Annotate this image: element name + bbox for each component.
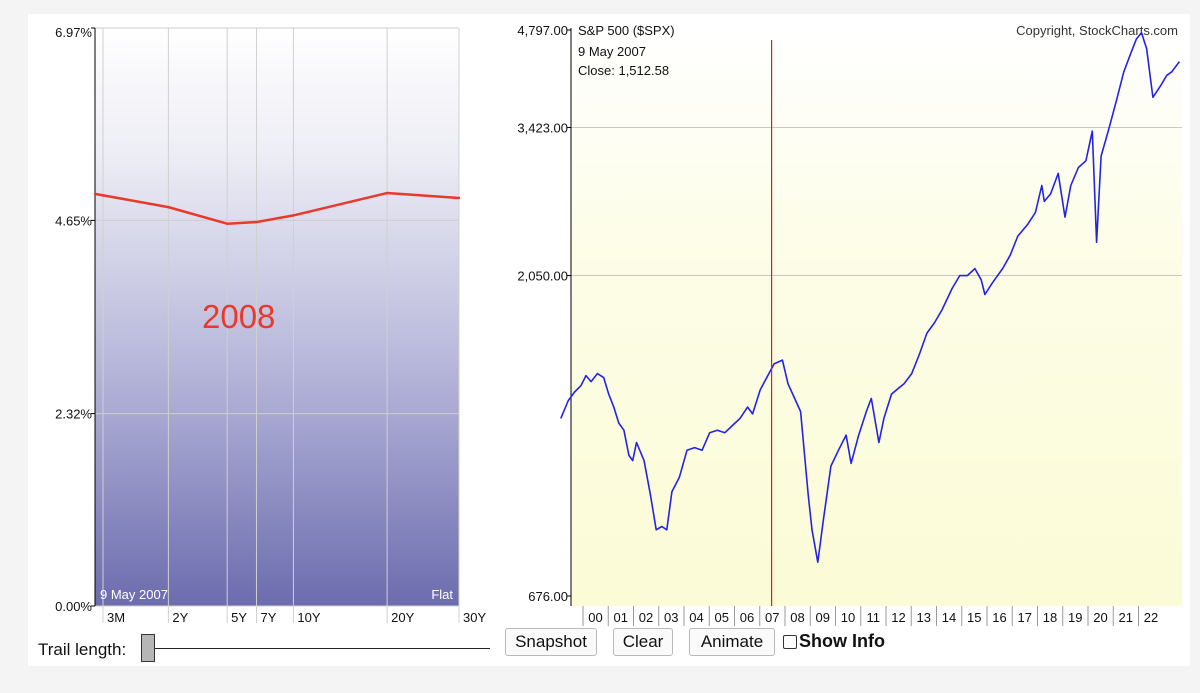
yield-curve-point (225, 222, 229, 225)
spx-x-tick-label: 16 (992, 610, 1006, 625)
yield-y-tick-label: 0.00% (55, 599, 92, 614)
spx-x-ticks: 00 01 02 03 04 05 06 07 08 09 10 11 12 13 14 15 16 17 18 19… (582, 606, 1158, 626)
spx-y-ticks: 4,797.00 3,423.00 2,050.00 676.00 (517, 23, 571, 604)
spx-x-tick-label: 14 (942, 610, 956, 625)
spx-y-tick-label: 676.00 (528, 589, 568, 604)
yield-curve-point (385, 191, 389, 195)
spx-grid (571, 126, 1182, 277)
yield-curve-point (167, 205, 170, 209)
yield-curve-point (93, 192, 97, 196)
snapshot-button[interactable]: Snapshot (505, 628, 597, 656)
spx-x-tick-label: 03 (664, 610, 678, 625)
spx-y-tick-label: 4,797.00 (517, 23, 568, 38)
spx-x-tick-label: 09 (816, 610, 830, 625)
spx-x-tick-label: 12 (891, 610, 905, 625)
show-info-checkbox[interactable] (783, 634, 797, 649)
yield-curve-point (255, 220, 258, 224)
curve-shape-label: Flat (431, 587, 453, 602)
spx-x-tick-label: 02 (639, 610, 653, 625)
spx-x-tick-label: 22 (1144, 610, 1158, 625)
spx-price-line (560, 31, 1181, 564)
yield-y-tick-label: 4.65% (55, 213, 92, 228)
spx-x-tick-label: 18 (1043, 610, 1057, 625)
yield-x-tick-label: 20Y (391, 610, 414, 625)
yield-x-tick-label: 2Y (172, 610, 188, 625)
yield-grid (95, 27, 459, 607)
yield-vertical-grid (102, 28, 460, 623)
spx-y-tick-label: 2,050.00 (517, 269, 568, 284)
yield-plot-background (95, 28, 459, 606)
yield-curve-point (292, 214, 295, 217)
spx-x-tick-label: 13 (917, 610, 931, 625)
spx-x-tick-label: 19 (1068, 610, 1082, 625)
yield-x-ticks: 3M 2Y 5Y 7Y 10Y 20Y 30Y (107, 610, 486, 625)
spx-x-tick-label: 21 (1119, 610, 1133, 625)
yield-curve-chart: 6.97% 4.65% 2.32% 0.00% 3M 2Y 5Y 7Y 10Y 20Y 30Y 2… (55, 25, 486, 625)
animate-button[interactable]: Animate (689, 628, 775, 656)
trail-length-label: Trail length: (38, 640, 127, 659)
trail-length-slider-track[interactable] (155, 648, 490, 649)
year-annotation: 2008 (202, 298, 275, 335)
trail-length-slider-handle[interactable] (141, 634, 155, 662)
spx-x-tick-label: 20 (1093, 610, 1107, 625)
yield-curve-point (457, 196, 461, 200)
spx-plot-background (571, 28, 1182, 606)
spx-x-tick-label: 05 (715, 610, 729, 625)
yield-x-tick-label: 3M (107, 610, 125, 625)
spx-x-tick-label: 04 (689, 610, 703, 625)
spx-x-tick-label: 17 (1018, 610, 1032, 625)
yield-x-tick-label: 7Y (260, 610, 276, 625)
yield-x-tick-label: 10Y (297, 610, 320, 625)
show-info-toggle[interactable]: Show Info (783, 631, 885, 652)
spx-y-tick-label: 3,423.00 (517, 120, 568, 135)
spx-x-tick-label: 11 (867, 610, 881, 625)
yield-curve-points (93, 191, 461, 225)
spx-date-label: 9 May 2007 (578, 44, 646, 59)
spx-x-tick-label: 07 (765, 610, 779, 625)
spx-close-label: Close: 1,512.58 (578, 63, 669, 78)
yield-y-ticks: 6.97% 4.65% 2.32% 0.00% (55, 25, 95, 614)
yield-x-tick-label: 30Y (463, 610, 486, 625)
spx-x-tick-label: 00 (588, 610, 602, 625)
clear-button[interactable]: Clear (613, 628, 673, 656)
yield-y-tick-label: 2.32% (55, 407, 92, 422)
spx-x-tick-label: 06 (740, 610, 754, 625)
spx-x-tick-label: 10 (841, 610, 855, 625)
yield-x-tick-label: 5Y (231, 610, 247, 625)
yield-date-label: 9 May 2007 (100, 587, 168, 602)
show-info-label: Show Info (799, 631, 885, 651)
spx-x-tick-label: 01 (614, 610, 628, 625)
yield-y-tick-label: 6.97% (55, 25, 92, 40)
spx-title: S&P 500 ($SPX) (578, 23, 675, 38)
spx-x-tick-label: 15 (967, 610, 981, 625)
copyright-label: Copyright, StockCharts.com (1016, 23, 1178, 38)
spx-x-tick-label: 08 (790, 610, 804, 625)
